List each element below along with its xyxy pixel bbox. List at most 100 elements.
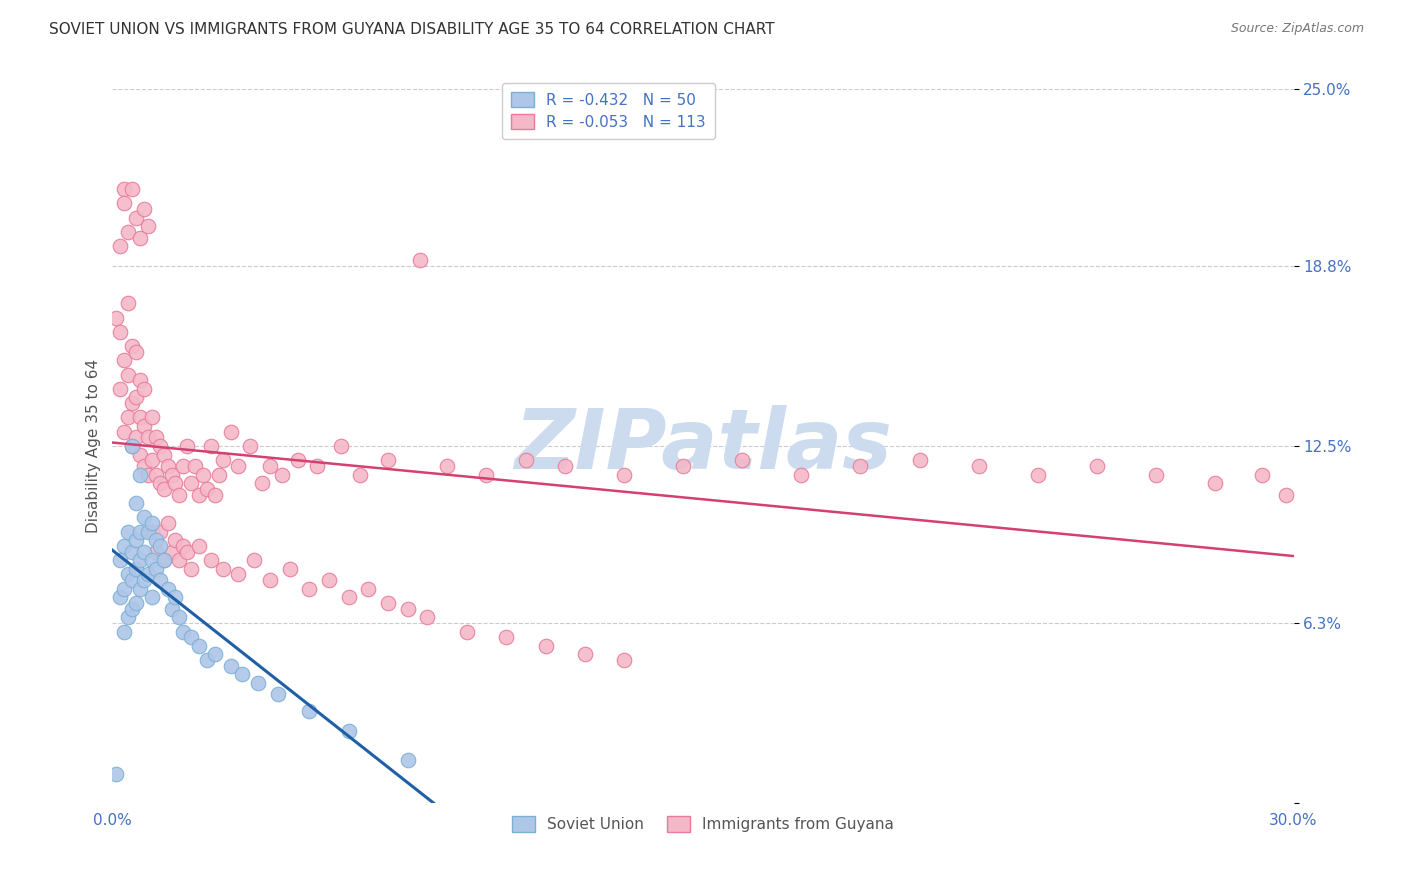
Point	[149, 573, 172, 587]
Point	[672, 458, 695, 473]
Point	[112, 539, 135, 553]
Point	[129, 410, 152, 425]
Point	[141, 524, 163, 539]
Point	[613, 653, 636, 667]
Point	[259, 573, 281, 587]
Point	[849, 458, 872, 473]
Legend: Soviet Union, Immigrants from Guyana: Soviet Union, Immigrants from Guyana	[506, 810, 900, 838]
Point	[790, 467, 813, 482]
Point	[125, 496, 148, 510]
Point	[204, 648, 226, 662]
Point	[574, 648, 596, 662]
Point	[180, 630, 202, 644]
Point	[112, 582, 135, 596]
Point	[125, 430, 148, 444]
Point	[534, 639, 557, 653]
Point	[357, 582, 380, 596]
Point	[195, 482, 218, 496]
Point	[1251, 467, 1274, 482]
Point	[195, 653, 218, 667]
Point	[349, 467, 371, 482]
Point	[112, 196, 135, 211]
Point	[132, 419, 155, 434]
Point	[228, 458, 250, 473]
Point	[121, 544, 143, 558]
Point	[456, 624, 478, 639]
Point	[307, 458, 329, 473]
Point	[408, 253, 430, 268]
Point	[172, 624, 194, 639]
Point	[554, 458, 576, 473]
Point	[169, 487, 191, 501]
Point	[219, 658, 242, 673]
Point	[117, 368, 139, 382]
Point	[132, 510, 155, 524]
Point	[152, 482, 174, 496]
Point	[117, 610, 139, 624]
Point	[165, 476, 187, 491]
Point	[243, 553, 266, 567]
Point	[278, 562, 301, 576]
Point	[396, 753, 419, 767]
Point	[117, 524, 139, 539]
Point	[180, 562, 202, 576]
Point	[121, 439, 143, 453]
Point	[1085, 458, 1108, 473]
Point	[169, 553, 191, 567]
Point	[129, 553, 152, 567]
Text: Source: ZipAtlas.com: Source: ZipAtlas.com	[1230, 22, 1364, 36]
Point	[239, 439, 262, 453]
Point	[204, 487, 226, 501]
Point	[149, 439, 172, 453]
Point	[152, 553, 174, 567]
Point	[219, 425, 242, 439]
Point	[121, 601, 143, 615]
Point	[436, 458, 458, 473]
Point	[145, 467, 167, 482]
Point	[136, 467, 159, 482]
Point	[318, 573, 340, 587]
Text: ZIPatlas: ZIPatlas	[515, 406, 891, 486]
Point	[967, 458, 990, 473]
Point	[121, 573, 143, 587]
Point	[132, 573, 155, 587]
Point	[129, 230, 152, 244]
Point	[110, 382, 132, 396]
Point	[141, 553, 163, 567]
Point	[200, 439, 222, 453]
Point	[136, 567, 159, 582]
Point	[495, 630, 517, 644]
Point	[110, 325, 132, 339]
Point	[188, 539, 211, 553]
Point	[105, 767, 128, 781]
Point	[129, 467, 152, 482]
Point	[165, 591, 187, 605]
Point	[112, 624, 135, 639]
Point	[416, 610, 439, 624]
Point	[298, 705, 321, 719]
Point	[136, 219, 159, 234]
Point	[337, 724, 360, 739]
Point	[121, 339, 143, 353]
Point	[329, 439, 352, 453]
Point	[298, 582, 321, 596]
Point	[172, 458, 194, 473]
Point	[172, 539, 194, 553]
Point	[247, 676, 270, 690]
Point	[188, 487, 211, 501]
Point	[184, 458, 207, 473]
Point	[180, 476, 202, 491]
Point	[270, 467, 292, 482]
Point	[1144, 467, 1167, 482]
Point	[145, 544, 167, 558]
Point	[117, 296, 139, 310]
Point	[152, 553, 174, 567]
Point	[160, 467, 183, 482]
Point	[176, 544, 198, 558]
Point	[141, 453, 163, 467]
Point	[117, 410, 139, 425]
Point	[160, 544, 183, 558]
Point	[228, 567, 250, 582]
Point	[125, 533, 148, 548]
Point	[156, 458, 179, 473]
